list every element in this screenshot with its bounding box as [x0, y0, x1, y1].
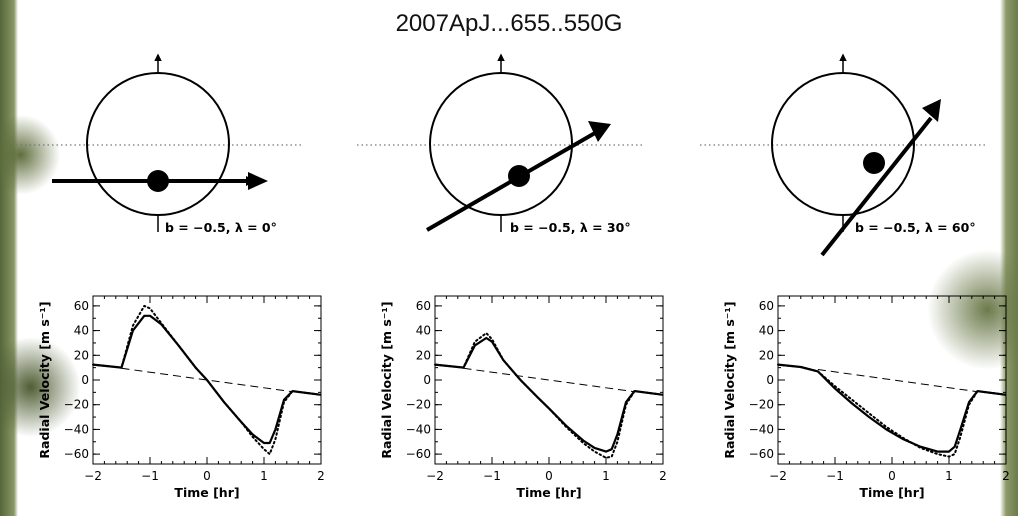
rv-chart-2: −2 −1 0 1 2 60 40 20 0 −20 −40 −60 Time [hr] Radial V…	[379, 295, 667, 500]
y-tick-label: −40	[64, 422, 89, 436]
planet-path-arrowhead	[248, 172, 268, 190]
y-tick-label: 40	[759, 324, 774, 338]
y-tick-label: 60	[74, 299, 89, 313]
y-tick-label: −20	[749, 398, 774, 412]
series-line-solid	[92, 314, 322, 445]
x-tick-label: 1	[945, 469, 953, 483]
x-axis-label: Time [hr]	[859, 485, 924, 500]
x-tick-label: 0	[203, 469, 211, 483]
series-line-dotted	[92, 304, 322, 456]
x-tick-label: 2	[317, 469, 325, 483]
stellar-disk	[771, 72, 915, 216]
y-tick-label: −40	[749, 422, 774, 436]
series-line-solid	[434, 336, 664, 453]
geometry-annotation: b = −0.5, λ = 0°	[165, 220, 277, 235]
y-tick-label: −20	[64, 398, 89, 412]
geometry-panel-1: b = −0.5, λ = 0°	[16, 53, 303, 235]
y-axis-label: Radial Velocity [m s⁻¹]	[37, 301, 52, 458]
planet-disk	[147, 170, 169, 192]
geometry-annotation: b = −0.5, λ = 30°	[510, 220, 631, 235]
y-tick-label: 0	[423, 373, 431, 387]
x-tick-label: 2	[1002, 469, 1010, 483]
y-tick-label: 20	[74, 348, 89, 362]
rv-chart-1: −2 −1 0 1 2 60 40 20 0 −20 −40 −60 Time [hr] Radial V…	[37, 295, 325, 500]
y-tick-label: 20	[416, 348, 431, 362]
x-tick-label: −2	[426, 469, 444, 483]
y-tick-label: 60	[416, 299, 431, 313]
x-tick-label: 0	[888, 469, 896, 483]
planet-path-arrow	[820, 116, 933, 257]
planet-path-arrowhead	[922, 99, 941, 122]
y-tick-label: 20	[759, 348, 774, 362]
x-tick-label: −1	[483, 469, 501, 483]
geometry-annotation: b = −0.5, λ = 60°	[855, 220, 976, 235]
x-tick-label: 0	[545, 469, 553, 483]
series-line-dashed	[817, 369, 978, 393]
series-line-dashed	[463, 367, 635, 393]
planet-disk	[863, 152, 885, 174]
stellar-disk	[429, 72, 573, 216]
stellar-disk	[86, 72, 230, 216]
y-tick-label: 40	[416, 324, 431, 338]
x-axis-label: Time [hr]	[174, 485, 239, 500]
y-tick-label: 0	[766, 373, 774, 387]
y-tick-label: 60	[759, 299, 774, 313]
planet-disk	[508, 165, 530, 187]
x-tick-label: −1	[826, 469, 844, 483]
series-line-dotted	[777, 363, 1007, 458]
x-tick-label: 1	[602, 469, 610, 483]
y-tick-label: −60	[406, 447, 431, 461]
geometry-panel-3: b = −0.5, λ = 60°	[700, 53, 987, 257]
plot-frame	[434, 295, 664, 465]
x-tick-label: −1	[141, 469, 159, 483]
y-tick-label: −20	[406, 398, 431, 412]
y-tick-label: −60	[64, 447, 89, 461]
y-tick-label: 40	[74, 324, 89, 338]
series-line-solid	[777, 363, 1007, 453]
y-tick-label: 0	[81, 373, 89, 387]
x-axis-label: Time [hr]	[516, 485, 581, 500]
y-tick-label: −40	[406, 422, 431, 436]
geometry-panel-2: b = −0.5, λ = 30°	[357, 53, 644, 235]
y-tick-label: −60	[749, 447, 774, 461]
y-axis-label: Radial Velocity [m s⁻¹]	[379, 301, 394, 458]
rv-chart-3: −2 −1 0 1 2 60 40 20 0 −20 −40 −60 Time [hr] Radial V…	[722, 295, 1010, 500]
plot-frame	[777, 295, 1007, 465]
series-line-dashed	[121, 367, 293, 393]
y-axis-label: Radial Velocity [m s⁻¹]	[722, 301, 737, 458]
x-tick-label: 2	[659, 469, 667, 483]
planet-path-arrowhead	[588, 121, 611, 142]
x-tick-label: −2	[84, 469, 102, 483]
x-tick-label: 1	[260, 469, 268, 483]
x-tick-label: −2	[769, 469, 787, 483]
page-title: 2007ApJ...655..550G	[395, 10, 623, 37]
series-line-dotted	[434, 332, 664, 459]
